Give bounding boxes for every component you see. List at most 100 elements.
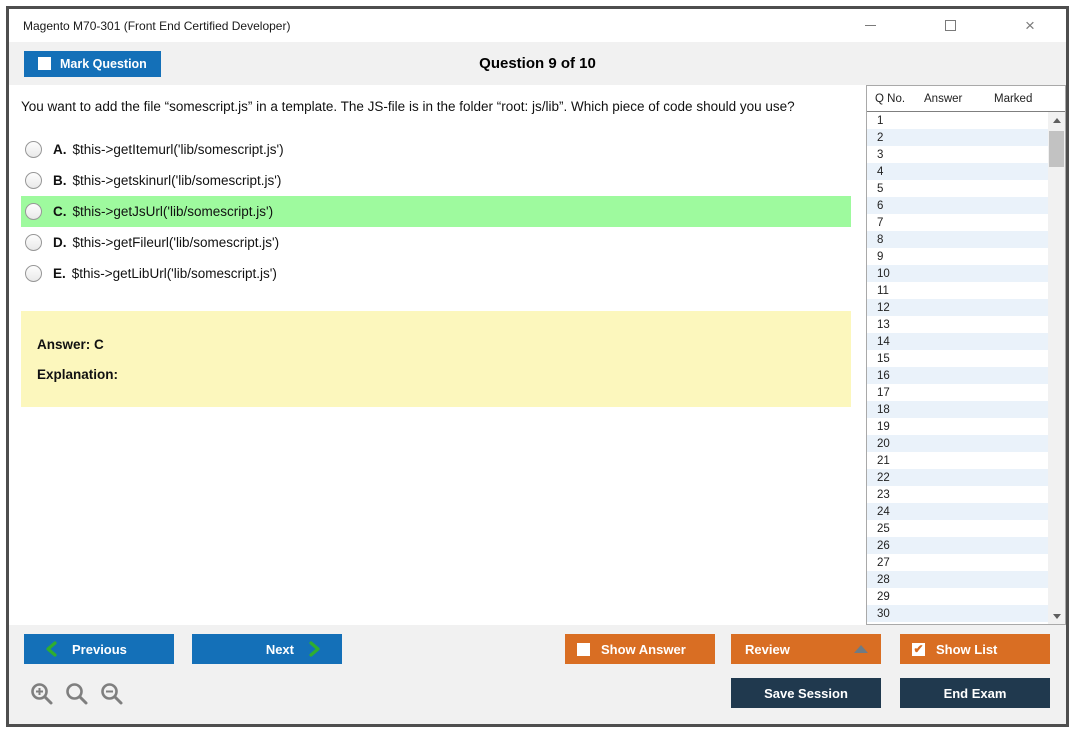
main-content: You want to add the file “somescript.js”… xyxy=(9,85,1066,625)
options-list: A. $this->getItemurl('lib/somescript.js'… xyxy=(21,134,851,289)
answer-box: Answer: C Explanation: xyxy=(21,311,851,408)
show-answer-checkbox[interactable] xyxy=(577,642,590,656)
question-list-row[interactable]: 22 xyxy=(867,469,1048,486)
question-list-row[interactable]: 19 xyxy=(867,418,1048,435)
radio-button-icon[interactable] xyxy=(25,203,42,221)
question-list-row[interactable]: 9 xyxy=(867,248,1048,265)
question-list-row[interactable]: 20 xyxy=(867,435,1048,452)
chevron-right-icon xyxy=(309,641,320,657)
row-question-number: 9 xyxy=(877,250,884,263)
answer-line: Answer: C xyxy=(37,337,104,353)
footer-bar: Previous Next Show Answer Review ✔ Show … xyxy=(9,625,1066,724)
maximize-button[interactable] xyxy=(938,14,962,38)
question-list-row[interactable]: 29 xyxy=(867,588,1048,605)
question-list-row[interactable]: 4 xyxy=(867,163,1048,180)
row-question-number: 3 xyxy=(877,148,884,161)
review-label: Review xyxy=(745,641,790,657)
row-question-number: 12 xyxy=(877,301,890,314)
radio-button-icon[interactable] xyxy=(25,141,42,159)
row-question-number: 23 xyxy=(877,488,890,501)
mark-question-button[interactable]: Mark Question xyxy=(24,50,161,77)
explanation-line: Explanation: xyxy=(37,367,119,383)
question-list-row[interactable]: 21 xyxy=(867,452,1048,469)
question-list-row[interactable]: 13 xyxy=(867,316,1048,333)
scroll-down-button[interactable] xyxy=(1048,608,1065,624)
window-controls: × xyxy=(858,14,1052,38)
maximize-icon xyxy=(944,20,956,31)
question-list-row[interactable]: 23 xyxy=(867,486,1048,503)
chevron-left-icon xyxy=(46,641,57,657)
scroll-up-icon xyxy=(1052,117,1061,123)
zoom-in-icon[interactable] xyxy=(29,681,55,707)
show-answer-button[interactable]: Show Answer xyxy=(565,634,715,664)
question-list-row[interactable]: 18 xyxy=(867,401,1048,418)
question-list-row[interactable]: 11 xyxy=(867,282,1048,299)
mark-question-label: Mark Question xyxy=(60,56,147,71)
question-list-row[interactable]: 28 xyxy=(867,571,1048,588)
previous-label: Previous xyxy=(72,641,127,657)
question-counter: Question 9 of 10 xyxy=(479,55,596,72)
app-window: Magento M70-301 (Front End Certified Dev… xyxy=(6,6,1069,727)
question-list-header: Q No. Answer Marked xyxy=(867,86,1065,112)
question-list-row[interactable]: 15 xyxy=(867,350,1048,367)
option-letter: B. xyxy=(53,173,67,189)
column-header-qno: Q No. xyxy=(875,92,906,105)
radio-button-icon[interactable] xyxy=(25,172,42,190)
question-list-row[interactable]: 5 xyxy=(867,180,1048,197)
question-list-row[interactable]: 1 xyxy=(867,112,1048,129)
question-list-row[interactable]: 25 xyxy=(867,520,1048,537)
question-list-row[interactable]: 10 xyxy=(867,265,1048,282)
option-letter: C. xyxy=(53,204,67,220)
review-button[interactable]: Review xyxy=(731,634,881,664)
question-list-rows: 1 2 3 4 5 6 7 8 9 xyxy=(867,112,1048,624)
answer-option[interactable]: D. $this->getFileurl('lib/somescript.js'… xyxy=(21,227,851,258)
save-session-button[interactable]: Save Session xyxy=(731,678,881,708)
show-answer-label: Show Answer xyxy=(601,641,686,657)
question-list-row[interactable]: 26 xyxy=(867,537,1048,554)
answer-option[interactable]: E. $this->getLibUrl('lib/somescript.js') xyxy=(21,258,851,289)
answer-option[interactable]: A. $this->getItemurl('lib/somescript.js'… xyxy=(21,134,851,165)
radio-button-icon[interactable] xyxy=(25,234,42,252)
row-question-number: 2 xyxy=(877,131,884,144)
mark-question-checkbox[interactable] xyxy=(38,57,51,70)
question-list-scrollbar[interactable] xyxy=(1048,112,1065,624)
question-list-row[interactable]: 16 xyxy=(867,367,1048,384)
scroll-down-icon xyxy=(1052,613,1061,619)
show-list-button[interactable]: ✔ Show List xyxy=(900,634,1050,664)
option-text: $this->getJsUrl('lib/somescript.js') xyxy=(72,204,274,220)
answer-option[interactable]: B. $this->getskinurl('lib/somescript.js'… xyxy=(21,165,851,196)
row-question-number: 19 xyxy=(877,420,890,433)
question-list-row[interactable]: 2 xyxy=(867,129,1048,146)
row-question-number: 18 xyxy=(877,403,890,416)
end-exam-button[interactable]: End Exam xyxy=(900,678,1050,708)
zoom-out-icon[interactable] xyxy=(99,681,125,707)
row-question-number: 25 xyxy=(877,522,890,535)
question-list-row[interactable]: 27 xyxy=(867,554,1048,571)
question-list-row[interactable]: 17 xyxy=(867,384,1048,401)
show-list-checkbox[interactable]: ✔ xyxy=(912,642,925,656)
row-question-number: 28 xyxy=(877,573,890,586)
option-letter: E. xyxy=(53,266,66,282)
row-question-number: 24 xyxy=(877,505,890,518)
next-label: Next xyxy=(265,641,294,657)
question-list-row[interactable]: 14 xyxy=(867,333,1048,350)
previous-button[interactable]: Previous xyxy=(24,634,174,664)
close-button[interactable]: × xyxy=(1018,14,1042,38)
row-question-number: 5 xyxy=(877,182,884,195)
answer-option[interactable]: C. $this->getJsUrl('lib/somescript.js') xyxy=(21,196,851,228)
next-button[interactable]: Next xyxy=(192,634,342,664)
question-list-row[interactable]: 3 xyxy=(867,146,1048,163)
scrollbar-thumb[interactable] xyxy=(1049,131,1064,167)
question-list-row[interactable]: 6 xyxy=(867,197,1048,214)
row-question-number: 15 xyxy=(877,352,890,365)
question-list-row[interactable]: 24 xyxy=(867,503,1048,520)
question-list-row[interactable]: 30 xyxy=(867,605,1048,622)
radio-button-icon[interactable] xyxy=(25,265,42,283)
question-list-row[interactable]: 7 xyxy=(867,214,1048,231)
row-question-number: 13 xyxy=(877,318,890,331)
minimize-button[interactable] xyxy=(858,14,882,38)
question-list-row[interactable]: 12 xyxy=(867,299,1048,316)
question-list-row[interactable]: 8 xyxy=(867,231,1048,248)
zoom-reset-icon[interactable] xyxy=(64,681,90,707)
scroll-up-button[interactable] xyxy=(1048,112,1065,128)
